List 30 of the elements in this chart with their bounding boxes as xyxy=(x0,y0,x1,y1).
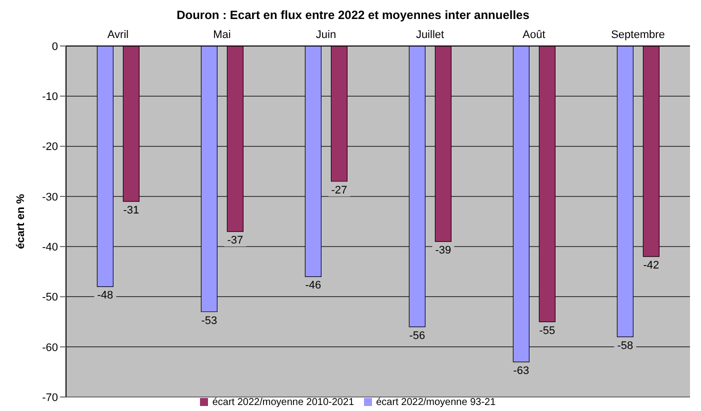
chart-title: Douron : Ecart en flux entre 2022 et moyennes inter annuelles xyxy=(176,8,530,22)
data-label: -63 xyxy=(513,364,530,377)
y-tick-label: -20 xyxy=(42,141,58,154)
data-label: -53 xyxy=(201,314,218,327)
y-tick-label: -30 xyxy=(42,191,58,204)
x-tick-label: Juin xyxy=(316,29,336,41)
x-tick-label: Mai xyxy=(213,29,231,41)
y-tick-label: -50 xyxy=(42,292,58,304)
data-label: -46 xyxy=(305,280,322,292)
data-label: -31 xyxy=(123,204,140,216)
y-tick-label: -60 xyxy=(42,342,58,354)
data-label: -39 xyxy=(435,244,452,257)
y-tick-label: 0 xyxy=(52,40,58,53)
data-label: -58 xyxy=(617,340,634,352)
data-label: -48 xyxy=(97,290,114,302)
legend-label: écart 2022/moyenne 93-21 xyxy=(376,397,496,408)
data-label: -27 xyxy=(331,184,348,196)
x-tick-label: Juillet xyxy=(416,29,444,41)
y-tick-label: -40 xyxy=(42,241,58,254)
data-label: -56 xyxy=(409,330,426,342)
y-tick-label: -70 xyxy=(42,392,58,404)
legend-label: écart 2022/moyenne 2010-2021 xyxy=(212,397,354,408)
y-tick-label: -10 xyxy=(42,91,58,104)
data-label: -42 xyxy=(643,260,660,272)
x-tick-label: Septembre xyxy=(611,29,665,41)
x-tick-label: Août xyxy=(522,29,546,41)
data-label: -37 xyxy=(227,234,244,247)
y-axis-title: écart en % xyxy=(14,194,27,250)
data-label: -55 xyxy=(539,324,556,337)
x-tick-label: Avril xyxy=(107,29,129,41)
